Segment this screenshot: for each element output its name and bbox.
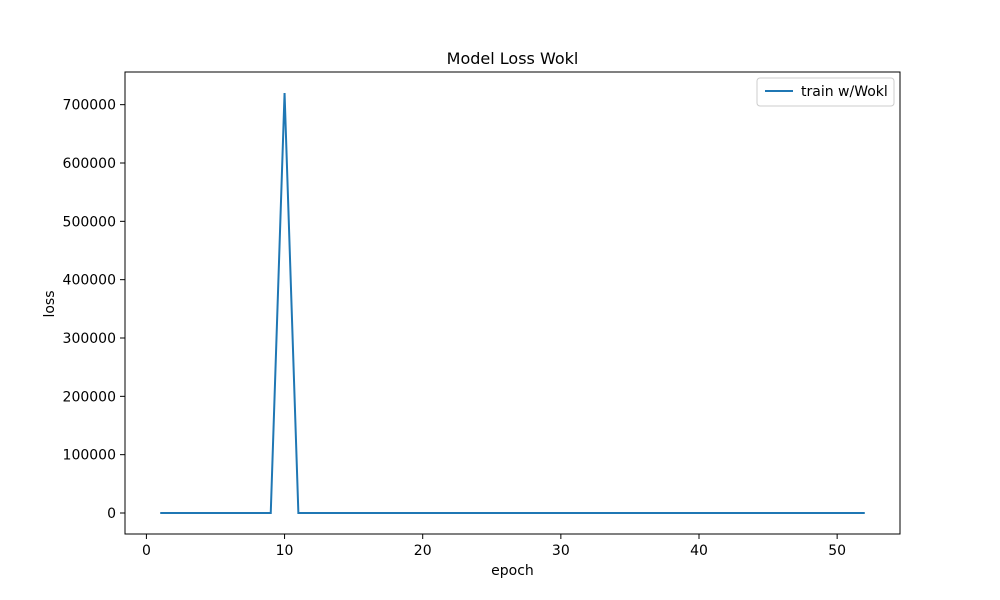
chart-title: Model Loss Wokl — [447, 49, 579, 68]
y-axis-label: loss — [42, 290, 58, 317]
y-tick-label: 500000 — [63, 214, 116, 230]
legend-box — [756, 77, 895, 107]
series-line — [160, 92, 865, 514]
x-tick-label: 0 — [142, 543, 151, 559]
y-tick-label: 700000 — [63, 98, 116, 114]
series-layer — [160, 92, 865, 514]
x-tick-label: 20 — [414, 543, 432, 559]
legend-label: train w/Wokl — [801, 84, 888, 100]
plot-frame — [124, 71, 901, 535]
y-axis-ticks: 0 100000 200000 300000 400000 500000 600000 700… — [63, 98, 125, 522]
y-tick-label: 200000 — [63, 389, 116, 405]
x-axis-label: epoch — [491, 563, 534, 579]
x-tick-label: 50 — [828, 543, 846, 559]
legend: train w/Wokl — [756, 77, 895, 107]
x-axis-ticks: 0 10 20 30 40 50 — [142, 534, 846, 559]
x-tick-label: 40 — [690, 543, 708, 559]
y-tick-label: 300000 — [63, 331, 116, 347]
y-tick-label: 600000 — [63, 156, 116, 172]
x-tick-label: 10 — [276, 543, 294, 559]
x-tick-label: 30 — [552, 543, 570, 559]
y-tick-label: 400000 — [63, 273, 116, 289]
y-tick-label: 100000 — [63, 448, 116, 464]
y-tick-label: 0 — [107, 506, 116, 522]
